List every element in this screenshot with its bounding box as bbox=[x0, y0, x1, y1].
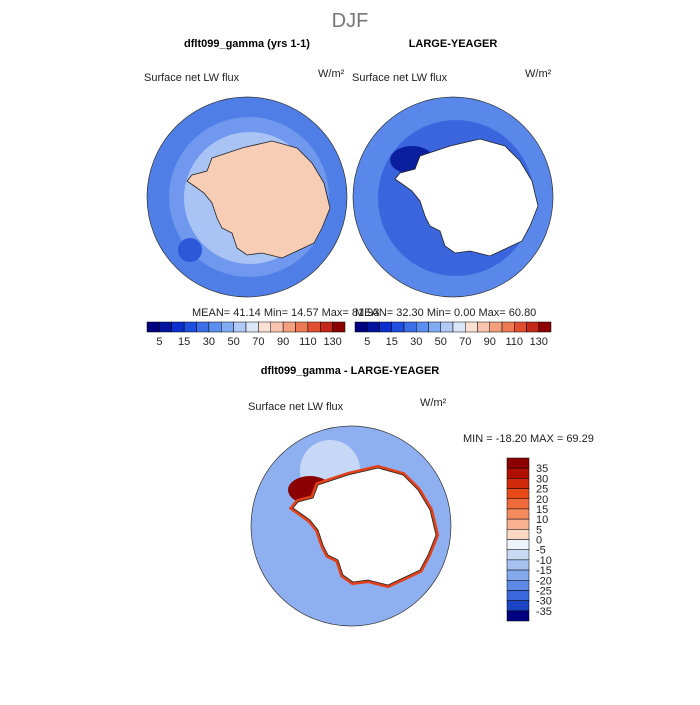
colorbar-label: 5 bbox=[156, 336, 162, 348]
colorbar-box bbox=[506, 467, 530, 479]
colorbar-label: -10 bbox=[536, 555, 552, 567]
colorbar-box bbox=[332, 321, 346, 333]
colorbar-label: 130 bbox=[323, 336, 341, 348]
colorbar-box bbox=[506, 590, 530, 601]
colorbar-box bbox=[295, 321, 309, 333]
colorbar: 5 15 30 50 70 90 110 130 bbox=[146, 321, 346, 348]
colorbar-box bbox=[506, 529, 530, 540]
colorbar-label: -15 bbox=[536, 565, 552, 577]
colorbar-label: -5 bbox=[536, 545, 546, 557]
colorbar-label: -35 bbox=[536, 606, 552, 618]
colorbar-label: 0 bbox=[536, 535, 542, 547]
colorbar-box bbox=[270, 321, 284, 333]
colorbar-box bbox=[282, 321, 296, 333]
colorbar-label: -20 bbox=[536, 575, 552, 587]
colorbar-label: -30 bbox=[536, 596, 552, 608]
colorbar-box bbox=[506, 549, 530, 561]
colorbar-box bbox=[416, 321, 429, 333]
colorbar-box bbox=[307, 321, 321, 333]
colorbar-label: 15 bbox=[178, 336, 190, 348]
colorbar: 5 15 30 50 70 90 110 130 bbox=[354, 321, 552, 348]
colorbar-box bbox=[477, 321, 490, 333]
colorbar-box bbox=[489, 321, 503, 333]
stats: MEAN= 32.30 Min= 0.00 Max= 60.80 bbox=[355, 307, 536, 319]
stats: MEAN= 41.14 Min= 14.57 Max= 81.93 bbox=[192, 307, 379, 319]
colorbar-box bbox=[171, 321, 185, 333]
colorbar-box bbox=[506, 478, 530, 489]
colorbar-box bbox=[208, 321, 222, 333]
colorbar-box bbox=[245, 321, 259, 333]
variable: Surface net LW flux bbox=[144, 72, 240, 84]
colorbar-label: 130 bbox=[530, 336, 548, 348]
colorbar-label: 90 bbox=[277, 336, 289, 348]
map bbox=[250, 425, 452, 627]
colorbar-box bbox=[506, 498, 530, 510]
colorbar-label: 50 bbox=[228, 336, 240, 348]
colorbar-box bbox=[506, 569, 530, 581]
colorbar-box bbox=[538, 321, 552, 333]
colorbar-label: 110 bbox=[505, 336, 523, 348]
colorbar-box bbox=[221, 321, 234, 333]
colorbar-box bbox=[183, 321, 197, 333]
colorbar-box bbox=[506, 600, 530, 612]
colorbar-label: 5 bbox=[364, 336, 370, 348]
colorbar-box bbox=[506, 580, 530, 591]
panel-title: dflt099_gamma - LARGE-YEAGER bbox=[261, 365, 440, 377]
colorbar-box bbox=[391, 321, 405, 333]
colorbar-label: 70 bbox=[252, 336, 264, 348]
units: W/m² bbox=[420, 397, 447, 409]
colorbar-box bbox=[526, 321, 539, 333]
colorbar-box bbox=[452, 321, 466, 333]
colorbar-box bbox=[233, 321, 247, 333]
colorbar-box bbox=[403, 321, 417, 333]
colorbar-box bbox=[506, 610, 530, 622]
colorbar-label: 10 bbox=[536, 514, 548, 526]
units: W/m² bbox=[525, 68, 552, 80]
map bbox=[352, 96, 554, 298]
panel-title: dflt099_gamma (yrs 1-1) bbox=[184, 38, 310, 50]
colorbar-box bbox=[506, 518, 530, 530]
colorbar-label: 110 bbox=[299, 336, 317, 348]
colorbar-label: 5 bbox=[536, 524, 542, 536]
colorbar-label: 15 bbox=[386, 336, 398, 348]
colorbar-box bbox=[258, 321, 271, 333]
colorbar-label: -25 bbox=[536, 585, 552, 597]
page-title: DJF bbox=[332, 10, 369, 32]
colorbar-box bbox=[506, 457, 530, 469]
colorbar-box bbox=[501, 321, 515, 333]
colorbar-box bbox=[506, 559, 530, 571]
colorbar-box bbox=[379, 321, 392, 333]
colorbar-label: 90 bbox=[484, 336, 496, 348]
colorbar-box bbox=[354, 321, 368, 333]
colorbar-box bbox=[320, 321, 333, 333]
units: W/m² bbox=[318, 68, 345, 80]
colorbar-box bbox=[367, 321, 380, 333]
colorbar-box bbox=[440, 321, 454, 333]
colorbar-label: 70 bbox=[459, 336, 471, 348]
colorbar-box bbox=[506, 539, 530, 550]
colorbar-label: 30 bbox=[410, 336, 422, 348]
panel-title: LARGE-YEAGER bbox=[409, 38, 498, 50]
colorbar-box bbox=[196, 321, 210, 333]
colorbar-box bbox=[465, 321, 478, 333]
colorbar-label: 25 bbox=[536, 484, 548, 496]
colorbar-box bbox=[428, 321, 441, 333]
colorbar-box bbox=[514, 321, 527, 333]
colorbar-box bbox=[506, 488, 530, 499]
colorbar-label: 20 bbox=[536, 494, 548, 506]
colorbar-box bbox=[146, 321, 160, 333]
colorbar-box bbox=[506, 508, 530, 520]
stats: MIN = -18.20 MAX = 69.29 bbox=[463, 433, 594, 445]
colorbar-box bbox=[159, 321, 172, 333]
variable: Surface net LW flux bbox=[248, 401, 344, 413]
variable: Surface net LW flux bbox=[352, 72, 448, 84]
colorbar-label: 30 bbox=[536, 473, 548, 485]
colorbar-label: 35 bbox=[536, 463, 548, 475]
colorbar-label: 50 bbox=[435, 336, 447, 348]
colorbar-label: 30 bbox=[203, 336, 215, 348]
map bbox=[146, 96, 348, 298]
colorbar-label: 15 bbox=[536, 504, 548, 516]
